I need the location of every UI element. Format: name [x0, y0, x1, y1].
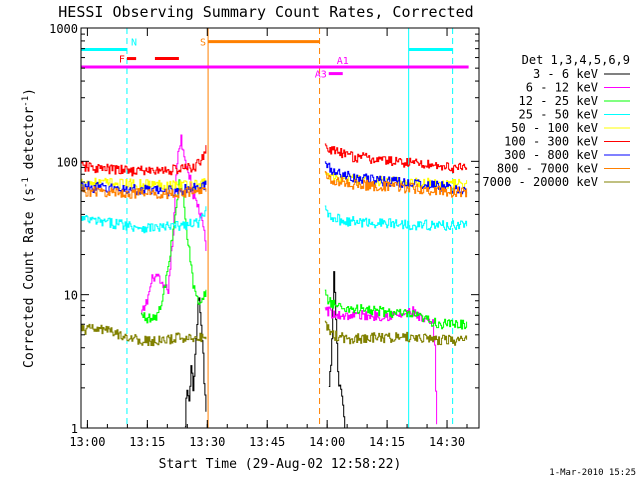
- legend-label: 6 - 12 keV: [526, 81, 598, 95]
- y-axis-label-end: ): [22, 88, 37, 96]
- x-tick-label: 13:30: [189, 435, 225, 449]
- series-line: [328, 271, 346, 428]
- x-tick-label: 13:15: [129, 435, 165, 449]
- flag-label: F: [119, 55, 125, 66]
- x-tick-label: 14:00: [309, 435, 345, 449]
- legend-title: Det 1,3,4,5,6,9: [522, 53, 630, 67]
- flag-label: A3: [315, 70, 327, 81]
- series-line: [324, 143, 468, 174]
- series-line: [81, 180, 207, 197]
- x-axis-label: Start Time (29-Aug-02 12:58:22): [159, 457, 402, 472]
- y-tick-label: 1000: [49, 22, 78, 36]
- series-line: [324, 289, 468, 330]
- y-axis-label-middle: detector: [22, 107, 37, 178]
- chart-title: HESSI Observing Summary Count Rates, Cor…: [58, 3, 473, 21]
- legend-label: 7000 - 20000 keV: [482, 175, 598, 189]
- series-line: [140, 179, 207, 324]
- x-tick-label: 13:00: [69, 435, 105, 449]
- y-axis-label-exponent-2: -1: [21, 96, 31, 107]
- legend-label: 300 - 800 keV: [504, 148, 598, 162]
- legend-label: 100 - 300 keV: [504, 135, 598, 149]
- y-tick-label: 10: [64, 289, 78, 303]
- y-axis-label: Corrected Count Rate (s-1 detector-1): [21, 88, 37, 368]
- flag-label: A1: [337, 56, 349, 67]
- x-tick-label: 14:15: [369, 435, 405, 449]
- x-tick-label: 13:45: [249, 435, 285, 449]
- series-line: [324, 306, 438, 425]
- legend-label: 800 - 7000 keV: [497, 162, 598, 176]
- flag-label: S: [200, 38, 206, 49]
- series-line: [324, 320, 468, 346]
- series-line: [184, 297, 207, 428]
- flag-label: N: [131, 37, 137, 48]
- series-line: [81, 206, 207, 234]
- y-axis-label-exponent-1: -1: [21, 177, 31, 188]
- y-axis-label-main: Corrected Count Rate (s: [22, 188, 37, 368]
- series-line: [324, 171, 468, 198]
- timestamp: 1-Mar-2010 15:25: [549, 468, 636, 478]
- y-tick-label: 100: [56, 155, 78, 169]
- series-line: [140, 134, 207, 315]
- series-line: [81, 323, 207, 347]
- series-line: [324, 205, 468, 231]
- legend-label: 50 - 100 keV: [511, 121, 598, 135]
- legend-label: 3 - 6 keV: [533, 67, 598, 81]
- legend-label: 12 - 25 keV: [519, 94, 598, 108]
- series-line: [81, 186, 207, 200]
- legend-label: 25 - 50 keV: [519, 108, 598, 122]
- x-tick-label: 14:30: [429, 435, 465, 449]
- y-axis-ticks: 1 10 100 1000: [49, 22, 479, 436]
- y-tick-label: 1: [71, 422, 78, 436]
- plot-area: N S F A1 A3: [80, 28, 469, 428]
- plot-frame: [80, 27, 480, 429]
- x-axis-ticks: 13:00 13:15 13:30 13:45 14:00 14:15 14:30: [69, 28, 468, 449]
- series-line: [81, 145, 207, 177]
- series-line: [81, 177, 207, 191]
